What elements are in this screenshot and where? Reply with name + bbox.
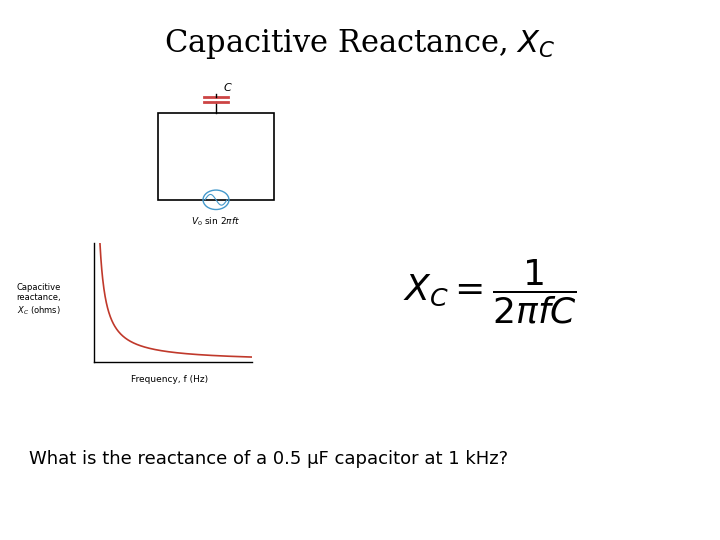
Text: C: C — [223, 83, 231, 93]
Text: $V_0$ sin $2\pi ft$: $V_0$ sin $2\pi ft$ — [192, 216, 240, 228]
Bar — [158, 113, 274, 200]
Text: Frequency, f (Hz): Frequency, f (Hz) — [130, 375, 208, 384]
Text: Capacitive Reactance, $X_C$: Capacitive Reactance, $X_C$ — [164, 27, 556, 61]
Text: Capacitive
reactance,
$X_C$ (ohms): Capacitive reactance, $X_C$ (ohms) — [17, 283, 61, 316]
Text: $X_C = \dfrac{1}{2\pi f C}$: $X_C = \dfrac{1}{2\pi f C}$ — [402, 258, 577, 326]
Text: What is the reactance of a 0.5 μF capacitor at 1 kHz?: What is the reactance of a 0.5 μF capaci… — [29, 450, 508, 468]
